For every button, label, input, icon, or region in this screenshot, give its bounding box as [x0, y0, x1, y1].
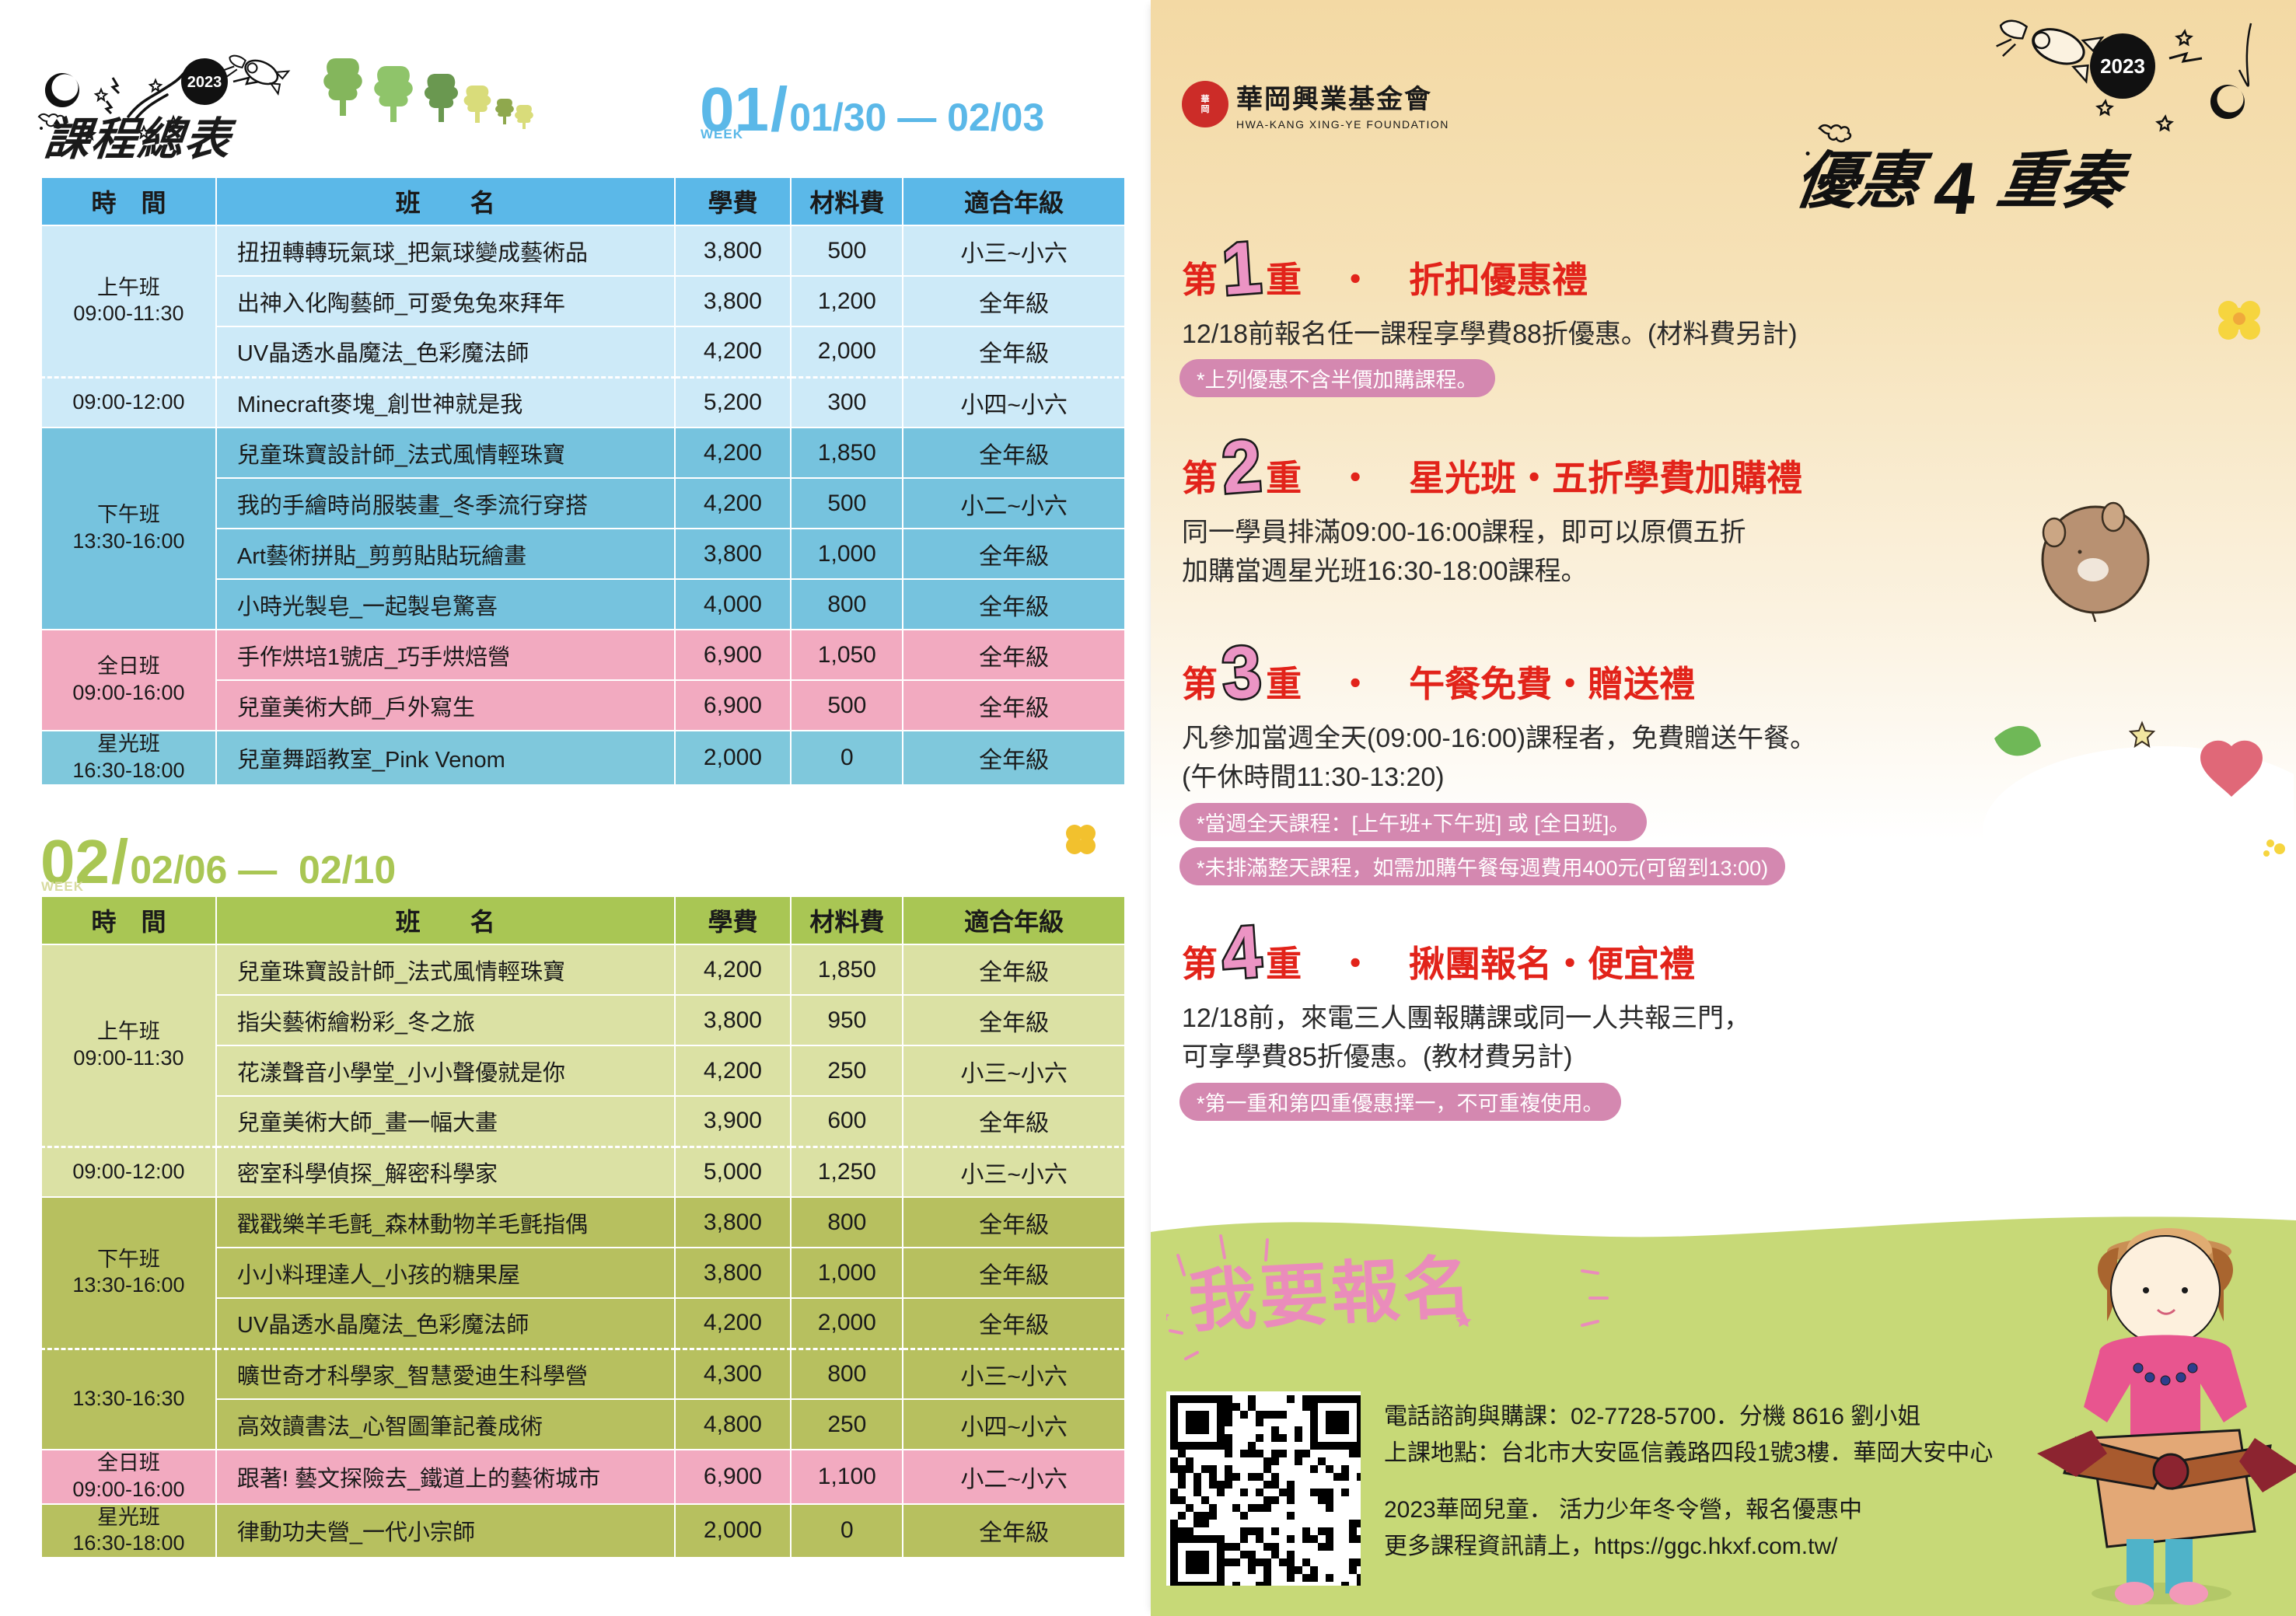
- svg-text:2023: 2023: [187, 74, 222, 91]
- svg-text:4: 4: [1929, 148, 1982, 229]
- svg-text:2023: 2023: [2100, 54, 2145, 78]
- svg-text:優惠: 優惠: [1791, 146, 1934, 216]
- svg-text:華: 華: [1201, 93, 1210, 104]
- svg-text:我要報名: 我要報名: [1186, 1248, 1476, 1340]
- svg-text:岡: 岡: [1201, 104, 1210, 114]
